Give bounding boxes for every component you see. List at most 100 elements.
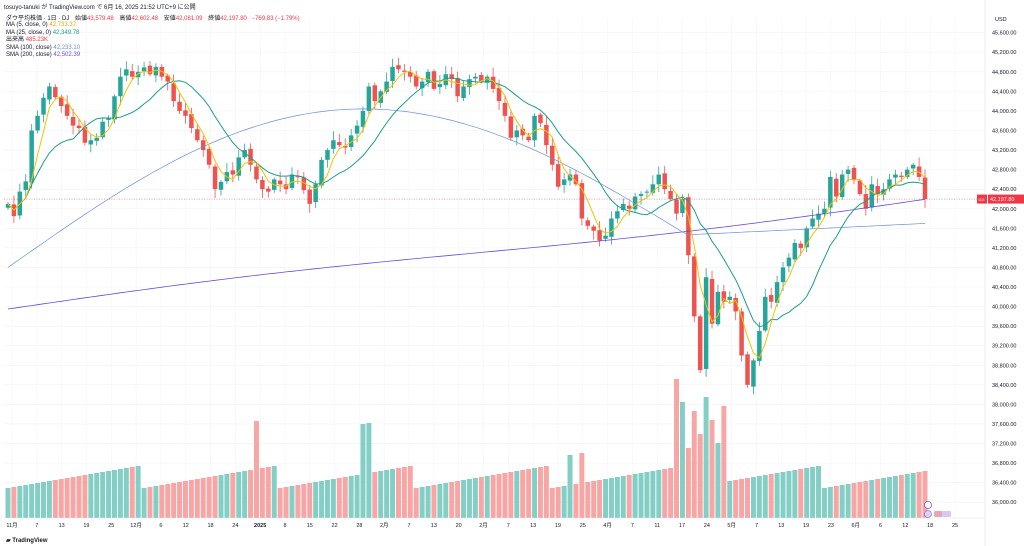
volume-bar <box>727 481 733 518</box>
candle-body <box>484 76 490 83</box>
time-tick-label: 2月 <box>380 522 389 529</box>
candle-body <box>496 87 502 102</box>
volume-bar <box>324 480 330 518</box>
time-tick-label: 5月 <box>727 522 736 529</box>
price-tick-label: 39,200.00 <box>992 344 1016 350</box>
indicator-sma200[interactable]: SMA (200, close) 42,502.39 <box>6 52 80 60</box>
volume-bar <box>277 488 283 518</box>
candle-body <box>195 129 200 141</box>
volume-bar <box>555 487 561 518</box>
open-label: 始値 <box>75 16 88 22</box>
candle-body <box>656 174 662 185</box>
volume-bar <box>372 472 378 518</box>
candle-body <box>680 198 685 214</box>
time-axis[interactable]: 11月 7 13 19 25 12月 6 12 18 24 2025 8 15 22 28 2月 7 13 20 2月… <box>0 517 985 529</box>
volume-bar <box>804 468 810 518</box>
candle-body <box>455 77 460 97</box>
candlesticks <box>5 57 928 395</box>
candle-body <box>881 189 886 195</box>
indicator-sma100[interactable]: SMA (100, close) 42,233.10 <box>6 45 80 53</box>
candle-body <box>632 196 638 210</box>
candle-body <box>567 174 573 181</box>
volume-bar <box>821 488 827 518</box>
time-tick-label: 13 <box>431 523 437 529</box>
candle-body <box>254 166 259 180</box>
volume-bar <box>141 488 147 518</box>
candle-body <box>780 267 786 283</box>
volume-bar <box>106 471 112 518</box>
volume-bar <box>17 486 23 518</box>
volume-bar <box>792 470 798 518</box>
candle-body <box>905 169 910 177</box>
candle-body <box>745 354 750 385</box>
candle-body <box>112 96 117 120</box>
flag-icon <box>934 511 943 517</box>
tradingview-logo[interactable]: ▰ TradingView <box>6 537 48 544</box>
candle-body <box>200 140 206 151</box>
volume-bar <box>230 473 236 518</box>
volume-bar <box>922 471 928 518</box>
candle-body <box>348 135 354 148</box>
candle-body <box>212 166 218 190</box>
candle-body <box>242 150 247 158</box>
volume-bar <box>41 482 46 518</box>
candle-body <box>5 203 11 208</box>
price-axis[interactable]: USD 45,600.00 45,200.00 44,800.00 44,400.00 4… <box>977 0 1024 546</box>
volume-bar <box>881 478 887 518</box>
volume-bar <box>348 476 354 518</box>
symbol-label[interactable]: ダウ平均株価 · 1日 · DJ <box>6 16 70 22</box>
volume-bar <box>892 476 898 518</box>
volume-bar <box>171 483 177 518</box>
candle-body <box>313 184 318 203</box>
earnings-icon <box>924 510 932 518</box>
time-tick-label: 7 <box>35 523 38 529</box>
volume-bar <box>573 484 579 518</box>
volume-bar <box>295 485 301 518</box>
volume-bar <box>301 484 307 518</box>
candle-body <box>502 102 508 116</box>
candle-body <box>733 297 738 312</box>
price-tick-label: 39,600.00 <box>992 324 1016 330</box>
volume-bar <box>336 478 342 518</box>
volume-bar <box>490 475 496 518</box>
indicator-volume[interactable]: 出来高 485.23K <box>6 37 80 45</box>
time-tick-label: 12月 <box>130 522 142 529</box>
time-tick-label: 22 <box>332 523 338 529</box>
candle-body <box>260 179 265 190</box>
volume-bar <box>591 481 597 518</box>
last-price-tag <box>988 194 1024 204</box>
candle-body <box>413 75 419 87</box>
price-tick-label: 43,200.00 <box>992 148 1016 154</box>
indicator-ma5[interactable]: MA (5, close, 0) 42,733.37 <box>6 22 80 30</box>
time-tick-label: 18 <box>207 523 213 529</box>
close-label: 終値 <box>208 16 221 22</box>
candle-body <box>301 177 307 191</box>
candle-body <box>609 218 614 237</box>
dividend-icon <box>924 501 932 509</box>
volume-bar <box>218 475 224 518</box>
candle-body <box>591 226 596 231</box>
time-tick-label: 6月 <box>851 522 860 529</box>
moving-average-lines <box>4 69 985 359</box>
price-tick-label: 40,400.00 <box>992 285 1016 291</box>
volume-bar <box>898 475 904 518</box>
candle-body <box>887 179 892 189</box>
volume-bar <box>283 487 289 518</box>
time-tick-label: 18 <box>927 523 933 529</box>
candle-body <box>425 71 431 83</box>
candle-body <box>816 213 821 220</box>
price-tick-label: 44,000.00 <box>992 109 1016 115</box>
price-tick-label: 41,200.00 <box>992 246 1016 252</box>
candle-body <box>644 191 650 193</box>
indicator-ma25[interactable]: MA (25, close, 0) 42,349.78 <box>6 30 80 38</box>
volume-bar <box>123 468 129 518</box>
candle-body <box>508 116 514 138</box>
candle-body <box>177 101 182 111</box>
price-tick-label: 42,000.00 <box>992 207 1016 213</box>
volume-bar <box>614 477 620 518</box>
volume-bar <box>715 443 721 518</box>
candle-body <box>757 331 762 361</box>
candle-body <box>845 169 851 174</box>
price-tick-label: 42,800.00 <box>992 168 1016 174</box>
